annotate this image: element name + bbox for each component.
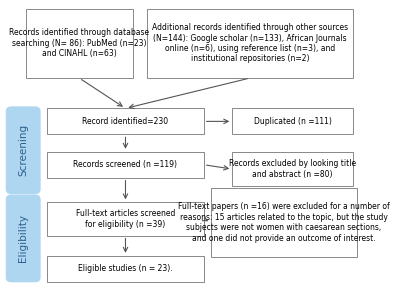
FancyBboxPatch shape [147,9,353,78]
FancyBboxPatch shape [6,195,40,282]
FancyBboxPatch shape [47,202,204,236]
FancyBboxPatch shape [232,108,353,134]
Text: Full-text articles screened
for eligibility (n =39): Full-text articles screened for eligibil… [76,209,175,229]
FancyBboxPatch shape [232,152,353,186]
Text: Screening: Screening [18,124,28,176]
FancyBboxPatch shape [211,188,357,257]
Text: Duplicated (n =111): Duplicated (n =111) [254,117,332,126]
Text: Records screened (n =119): Records screened (n =119) [74,160,178,169]
Text: Records excluded by looking title
and abstract (n =80): Records excluded by looking title and ab… [229,159,356,179]
Text: Record identified=230: Record identified=230 [82,117,168,126]
Text: Additional records identified through other sources
(N=144): Google scholar (n=1: Additional records identified through ot… [152,23,348,64]
Text: Records identified through database
searching (N= 86): PubMed (n=23)
and CINAHL : Records identified through database sear… [9,28,149,58]
FancyBboxPatch shape [26,9,132,78]
FancyBboxPatch shape [47,256,204,282]
Text: Full-text papers (n =16) were excluded for a number of
reasons: 15 articles rela: Full-text papers (n =16) were excluded f… [178,202,390,243]
FancyBboxPatch shape [47,152,204,178]
Text: Eligibility: Eligibility [18,214,28,262]
Text: Eligible studies (n = 23).: Eligible studies (n = 23). [78,264,173,273]
FancyBboxPatch shape [47,108,204,134]
FancyBboxPatch shape [6,107,40,194]
